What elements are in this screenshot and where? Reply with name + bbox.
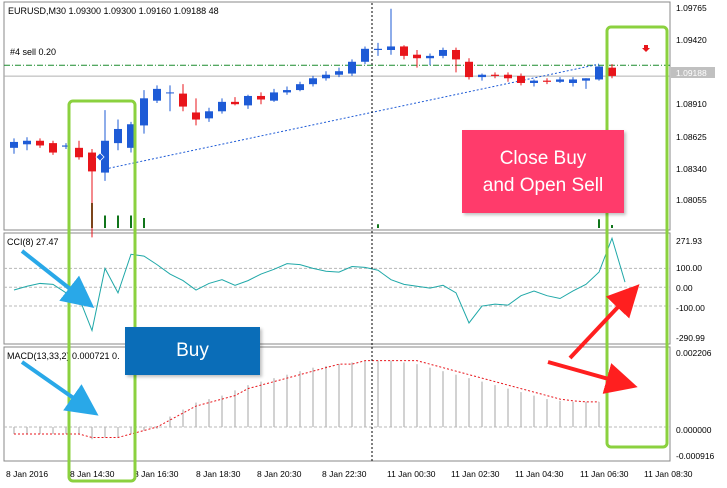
cci-axis-label: -290.99 [676,333,705,343]
time-label: 11 Jan 06:30 [580,469,629,479]
price-label: 1.08910 [676,99,707,109]
arrow-blue-cci-icon [20,249,95,308]
candle-body [62,145,70,147]
candle-body [569,79,577,83]
candle-body [36,140,44,146]
time-label: 11 Jan 00:30 [387,469,436,479]
candle-body [257,95,265,100]
candle-body [114,128,122,144]
candle-body [361,48,369,62]
candle-body [439,49,447,56]
candle-body [556,79,564,82]
candle-body [10,141,18,148]
candle-body [608,67,616,76]
candle-body [283,90,291,93]
candle-body [335,71,343,75]
open-sell-line: and Open Sell [482,174,604,196]
candle-body [374,48,382,50]
candle-body [504,74,512,79]
candle-body [452,49,460,60]
candle-body [426,55,434,59]
time-label: 11 Jan 08:30 [644,469,693,479]
candle-body [296,84,304,91]
candle-body [543,80,551,82]
candle-body [413,54,421,59]
macd-panel[interactable] [3,346,671,462]
cci-axis-label: 271.93 [676,236,702,246]
candle-body [153,88,161,101]
time-label: 11 Jan 04:30 [515,469,564,479]
candle-body [166,92,174,94]
candle-body [192,112,200,120]
candle-body [530,80,538,83]
candle-body [387,46,395,50]
candle-body [49,143,57,153]
candle-body [478,74,486,78]
macd-axis-label: 0.000000 [676,425,712,435]
macd-axis-label: -0.000916 [676,451,715,461]
candle-body [140,98,148,126]
cci-axis-label: 100.00 [676,263,702,273]
candle-body [517,75,525,83]
arrow-red-macd-icon [547,360,638,394]
macd-signal-line [14,360,599,438]
trend-line [104,63,600,170]
buy-callout: Buy [125,327,260,375]
sell-signal-highlight [605,25,669,449]
cci-axis-label: -100.00 [676,303,705,313]
candle-body [244,95,252,106]
price-label: 1.08625 [676,132,707,142]
price-label: 1.08340 [676,164,707,174]
candle-body [88,152,96,172]
close-buy-line: Close Buy [499,147,587,169]
cci-line [13,236,626,333]
candle-body [75,147,83,158]
cci-panel[interactable] [3,232,671,345]
current-price-label: 1.09188 [676,68,707,78]
symbol-info: EURUSD,M30 1.09300 1.09300 1.09160 1.091… [8,6,219,16]
order-label: #4 sell 0.20 [10,47,56,57]
candle-body [348,61,356,74]
candle-body [270,92,278,101]
buy-marker-icon [95,152,105,162]
candle-body [309,78,317,85]
cci-axis-label: 0.00 [676,283,693,293]
candle-body [400,46,408,56]
time-label: 8 Jan 16:30 [134,469,179,479]
time-label: 11 Jan 02:30 [451,469,500,479]
price-label: 1.09420 [676,35,707,45]
arrow-red-cci-icon [568,284,640,360]
time-label: 8 Jan 14:30 [70,469,115,479]
arrow-blue-macd-icon [20,360,99,416]
candle-body [465,61,473,78]
candle-body [205,111,213,119]
candle-body [218,101,226,112]
candle-body [595,66,603,80]
candle-body [322,74,330,79]
time-label: 8 Jan 18:30 [196,469,241,479]
macd-label: MACD(13,33,2) 0.000721 0. [7,351,120,361]
candle-body [179,93,187,107]
close-buy-open-sell-callout: Close Buy and Open Sell [462,130,624,213]
candle-body [101,140,109,173]
candle-body [23,140,31,145]
sell-arrow-icon [642,45,650,52]
time-label: 8 Jan 2016 [6,469,48,479]
macd-axis-label: 0.002206 [676,348,712,358]
price-label: 1.08055 [676,195,707,205]
price-label: 1.09765 [676,3,707,13]
current-price-box [671,67,715,78]
candle-body [491,74,499,76]
time-label: 8 Jan 22:30 [322,469,367,479]
candle-body [127,124,135,148]
cci-label: CCI(8) 27.47 [7,237,59,247]
candle-body [582,78,590,81]
time-label: 8 Jan 20:30 [257,469,302,479]
candle-body [231,101,239,105]
